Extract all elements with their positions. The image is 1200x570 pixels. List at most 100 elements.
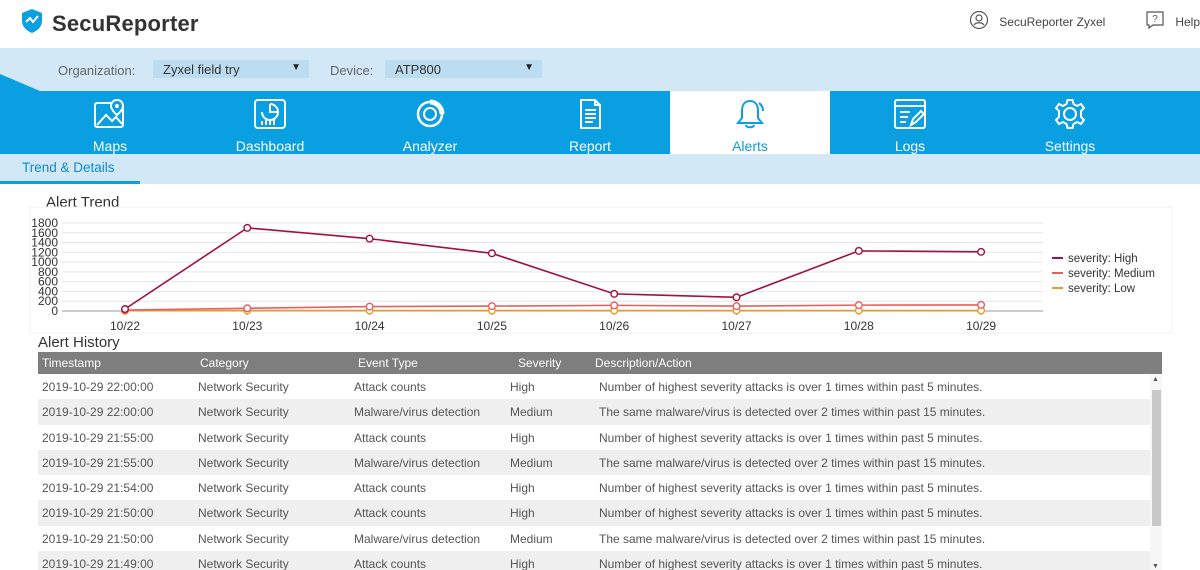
table-row[interactable]: 2019-10-29 21:49:00 Network Security Attac… [38, 551, 1162, 570]
legend-label: severity: Low [1068, 283, 1136, 295]
nav-dashboard[interactable]: Dashboard [190, 91, 350, 154]
nav-report[interactable]: Report [510, 91, 670, 154]
chart-panel [29, 206, 1173, 334]
data-point [732, 293, 741, 302]
brand[interactable]: SecuReporter [20, 8, 199, 39]
nav-maps[interactable]: Maps [30, 91, 190, 154]
cell-event-type: Attack counts [354, 481, 427, 496]
table-row[interactable]: 2019-10-29 21:54:00 Network Security Attac… [38, 475, 1162, 500]
subtab-bar: Trend & Details [0, 154, 1200, 184]
nav-logs[interactable]: Logs [830, 91, 990, 154]
cell-timestamp: 2019-10-29 21:54:00 [42, 481, 154, 496]
column-header-category[interactable]: Category [200, 356, 249, 370]
cell-event-type: Malware/virus detection [354, 531, 481, 546]
table-header: Timestamp Category Event Type Severity D… [38, 352, 1162, 374]
cell-severity: High [510, 506, 535, 521]
table-scrollbar[interactable]: ▲ ▼ [1150, 374, 1162, 570]
nav-label: Settings [1044, 138, 1096, 154]
app-title: SecuReporter [52, 10, 199, 36]
table-row[interactable]: 2019-10-29 21:55:00 Network Security Malwa… [38, 449, 1162, 476]
cell-description: Number of highest severity attacks is ov… [599, 506, 983, 521]
cell-description: Number of highest severity attacks is ov… [599, 430, 983, 445]
cell-description: Number of highest severity attacks is ov… [599, 557, 983, 570]
y-tick-label: 800 [38, 265, 58, 279]
cell-category: Network Security [198, 380, 289, 394]
cell-timestamp: 2019-10-29 22:00:00 [42, 380, 154, 394]
data-point [610, 289, 619, 298]
cell-event-type: Attack counts [354, 380, 427, 394]
cell-category: Network Security [198, 531, 289, 546]
nav-settings[interactable]: Settings [990, 91, 1150, 154]
cell-category: Network Security [198, 506, 289, 521]
table-row[interactable]: 2019-10-29 21:50:00 Network Security Attac… [38, 500, 1162, 526]
nav-alerts[interactable]: Alerts [670, 91, 830, 154]
user-icon [969, 10, 989, 33]
organization-value: Zyxel field try [163, 62, 240, 77]
nav-label: Analyzer [402, 138, 458, 154]
scroll-thumb[interactable] [1152, 390, 1161, 526]
column-header-timestamp[interactable]: Timestamp [42, 356, 101, 370]
map-icon [93, 98, 127, 135]
cell-description: The same malware/virus is detected over … [599, 455, 986, 470]
cell-timestamp: 2019-10-29 21:49:00 [42, 557, 154, 570]
column-header-description[interactable]: Description/Action [595, 356, 692, 370]
cell-description: The same malware/virus is detected over … [599, 405, 986, 420]
table-row[interactable]: 2019-10-29 22:00:00 Network Security Malwa… [38, 399, 1162, 425]
cell-severity: Medium [510, 405, 553, 420]
chevron-down-icon: ▼ [291, 62, 301, 73]
organization-select[interactable]: Zyxel field try ▼ [153, 60, 309, 78]
filter-bar: Organization: Zyxel field try ▼ Device: … [0, 48, 1200, 91]
table-row[interactable]: 2019-10-29 21:55:00 Network Security Attac… [38, 425, 1162, 450]
cell-timestamp: 2019-10-29 22:00:00 [42, 405, 154, 420]
y-tick-label: 600 [38, 275, 58, 289]
y-tick-label: 1400 [31, 236, 58, 250]
x-tick-label: 10/22 [110, 319, 140, 333]
nav-label: Logs [894, 138, 926, 154]
cell-event-type: Attack counts [354, 506, 427, 521]
user-menu[interactable]: SecuReporter Zyxel [969, 10, 1105, 33]
y-tick-label: 1200 [31, 245, 58, 259]
top-header: SecuReporter SecuReporter Zyxel ? Help [0, 0, 1200, 48]
cell-timestamp: 2019-10-29 21:50:00 [42, 531, 154, 546]
cell-description: Number of highest severity attacks is ov… [599, 380, 983, 394]
shield-logo-icon [20, 8, 44, 39]
table-row[interactable]: 2019-10-29 21:50:00 Network Security Malwa… [38, 526, 1162, 551]
series-line [124, 304, 982, 311]
x-tick-label: 10/29 [966, 319, 996, 333]
cell-description: Number of highest severity attacks is ov… [599, 481, 983, 496]
x-tick-label: 10/24 [355, 319, 385, 333]
scroll-up-icon[interactable]: ▲ [1152, 376, 1159, 383]
cell-category: Network Security [198, 481, 289, 496]
scroll-down-icon[interactable]: ▼ [1152, 563, 1159, 570]
organization-label: Organization: [58, 63, 136, 78]
data-point [610, 301, 619, 310]
cell-severity: Medium [510, 455, 553, 470]
table-body: 2019-10-29 22:00:00 Network Security Attac… [38, 374, 1162, 570]
x-tick-label: 10/27 [721, 319, 751, 333]
series-line [124, 227, 982, 310]
nav-analyzer[interactable]: Analyzer [350, 91, 510, 154]
cell-severity: Medium [510, 531, 553, 546]
device-value: ATP800 [395, 62, 442, 77]
tab-trend-details[interactable]: Trend & Details [0, 154, 140, 184]
y-tick-label: 1600 [31, 226, 58, 240]
column-header-event-type[interactable]: Event Type [358, 356, 418, 370]
help-link[interactable]: ? Help [1145, 10, 1200, 33]
device-select[interactable]: ATP800 ▼ [385, 60, 542, 78]
cell-event-type: Malware/virus detection [354, 455, 481, 470]
bell-icon [733, 98, 767, 135]
data-point [365, 302, 374, 311]
column-header-severity[interactable]: Severity [518, 356, 562, 370]
data-point [854, 301, 863, 310]
cell-severity: High [510, 557, 535, 570]
legend-label: severity: High [1068, 253, 1138, 265]
data-point [854, 246, 863, 255]
table-row[interactable]: 2019-10-29 22:00:00 Network Security Attac… [38, 374, 1162, 399]
logs-icon [893, 98, 927, 135]
nav-corner-decoration [0, 74, 40, 91]
chevron-down-icon: ▼ [524, 62, 534, 73]
history-title: Alert History [38, 334, 120, 351]
user-label: SecuReporter Zyxel [999, 14, 1106, 29]
data-point [487, 302, 496, 311]
data-point [243, 304, 252, 313]
